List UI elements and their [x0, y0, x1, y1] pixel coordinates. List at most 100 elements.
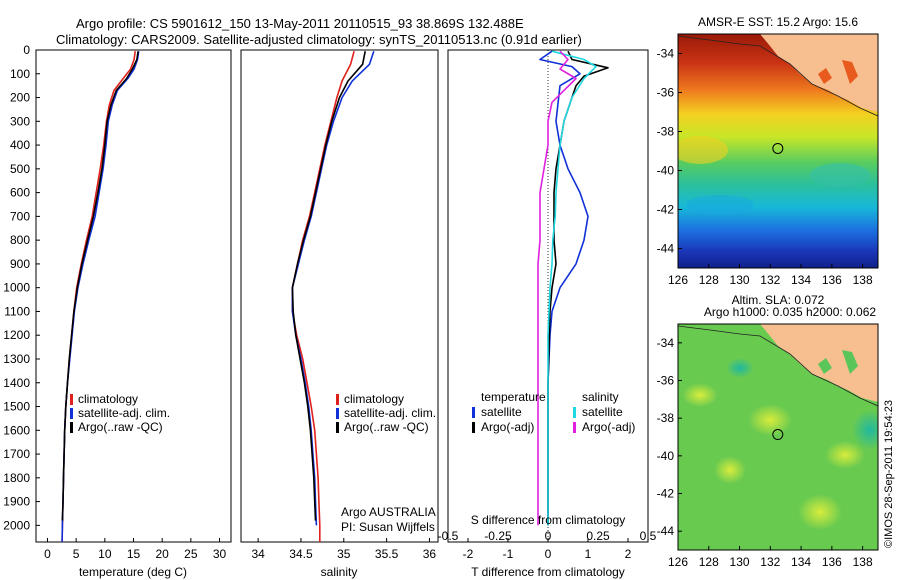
depth-tick-label: 1100: [4, 304, 30, 318]
sst-gulf: [842, 60, 858, 84]
x-tick-label: 15: [127, 547, 141, 561]
x-tick-label: -2: [463, 547, 474, 561]
x-tick-label: 34: [251, 547, 265, 561]
salinity-panel-frame: [240, 49, 439, 543]
legend-label: satellite: [582, 405, 623, 419]
series-line-argo-raw-qc-: [291, 51, 366, 521]
depth-tick-label: 1000: [3, 281, 30, 295]
series-line-climatology: [291, 50, 355, 542]
salinity-x-ticks: 34 34.5 35 35.5 36: [251, 538, 436, 561]
difference-profiles: [537, 50, 609, 526]
depth-tick-label: 900: [10, 257, 30, 271]
temperature-legend: climatology satellite-adj. clim. Argo(..…: [70, 392, 170, 434]
series-line-argo-adj-: [547, 50, 609, 526]
series-line-argo-raw-qc-: [61, 51, 139, 521]
sla-map-subtitle: Argo h1000: 0.035 h2000: 0.062: [704, 305, 876, 319]
s-diff-tick-label: 0.5: [640, 529, 657, 543]
lat-tick-label: -34: [657, 47, 675, 61]
sst-argo-location-marker: [772, 142, 784, 154]
depth-tick-label: 1800: [3, 471, 30, 485]
lon-tick-label: 126: [668, 555, 688, 569]
header-line-1: Argo profile: CS 5901612_150 13-May-2011…: [76, 16, 524, 31]
legend-label: satellite: [481, 405, 522, 419]
legend-swatch-argo: [336, 422, 339, 433]
lon-tick-label: 126: [668, 273, 688, 287]
series-line-argo-adj-: [537, 50, 577, 526]
sla-map-title: Altim. SLA: 0.072: [732, 293, 825, 307]
depth-tick-label: 100: [10, 67, 30, 81]
lon-tick-label: 138: [853, 555, 873, 569]
lat-tick-label: -44: [657, 524, 675, 538]
sst-map-frame: [677, 33, 879, 269]
lon-tick-label: 132: [760, 555, 780, 569]
legend-label: Argo(..raw -QC): [344, 420, 429, 434]
sst-shelf-contour: [678, 35, 878, 117]
lon-tick-label: 130: [730, 273, 750, 287]
lat-tick-label: -40: [657, 449, 675, 463]
temperature-panel-frame: [35, 49, 232, 543]
difference-legend: temperature salinity satellite Argo(-adj…: [472, 390, 635, 434]
sst-gulf: [818, 68, 832, 84]
legend-label: climatology: [344, 392, 404, 406]
lat-tick-label: -36: [657, 374, 675, 388]
legend-swatch-t-argo: [472, 422, 475, 433]
sst-map: [678, 34, 878, 268]
lon-tick-label: 134: [791, 555, 811, 569]
legend-swatch-climatology: [70, 394, 73, 405]
depth-tick-label: 1900: [3, 495, 30, 509]
series-line-satellite: [547, 50, 597, 526]
sla-landmass: [760, 324, 878, 402]
x-tick-label: 5: [73, 547, 80, 561]
s-diff-tick-label: -0.25: [484, 529, 512, 543]
sla-gulf: [842, 350, 858, 374]
depth-axis: 0 100 200 300 400 500 600 700 800 900 1000 1100 1200…: [3, 43, 40, 532]
sla-gulf: [818, 358, 832, 374]
lon-tick-label: 136: [822, 273, 842, 287]
lat-tick-label: -42: [657, 203, 675, 217]
x-tick-label: 20: [155, 547, 169, 561]
credit-text: ©IMOS 28-Sep-2011 19:54:23: [883, 400, 895, 548]
lat-tick-label: -44: [657, 242, 675, 256]
argo-institution: Argo AUSTRALIA: [341, 505, 436, 519]
s-diff-tick-label: -0.5: [438, 529, 459, 543]
sst-anomaly: [686, 195, 754, 215]
lat-tick-label: -34: [657, 336, 675, 350]
sla-high: [748, 404, 792, 436]
sla-shelf-contour: [678, 325, 878, 407]
sla-map-frame: [677, 323, 879, 551]
legend-swatch-t-satellite: [472, 407, 475, 418]
depth-tick-label: 200: [10, 91, 30, 105]
t-difference-label: T difference from climatology: [471, 565, 625, 579]
x-tick-label: 10: [98, 547, 112, 561]
legend-swatch-argo: [70, 422, 73, 433]
x-tick-label: 35: [337, 547, 351, 561]
x-tick-label: 2: [625, 547, 632, 561]
lon-tick-label: 130: [730, 555, 750, 569]
legend-label: satellite-adj. clim.: [344, 406, 436, 420]
sla-high: [825, 441, 865, 469]
x-tick-label: 25: [184, 547, 198, 561]
lon-tick-label: 128: [699, 555, 719, 569]
lat-tick-label: -42: [657, 487, 675, 501]
legend-label: Argo(-adj): [582, 420, 635, 434]
depth-tick-label: 600: [10, 186, 30, 200]
sla-low: [852, 410, 878, 450]
sla-high: [714, 456, 746, 484]
x-tick-label: 30: [213, 547, 227, 561]
lon-tick-label: 132: [760, 273, 780, 287]
x-tick-label: 35.5: [375, 547, 399, 561]
legend-label: climatology: [78, 392, 138, 406]
depth-tick-label: 300: [10, 114, 30, 128]
series-line-satellite-adj-clim-: [291, 50, 375, 526]
depth-tick-label: 400: [10, 138, 30, 152]
x-tick-label: 36: [423, 547, 437, 561]
lat-tick-label: -40: [657, 164, 675, 178]
depth-tick-label: 1700: [3, 447, 30, 461]
s-diff-tick-label: 0.25: [586, 529, 610, 543]
depth-tick-label: 1200: [3, 328, 30, 342]
depth-tick-label: 1400: [3, 376, 30, 390]
header-line-2: Climatology: CARS2009. Satellite-adjuste…: [56, 32, 582, 47]
sla-high: [798, 494, 842, 530]
depth-tick-label: 500: [10, 162, 30, 176]
